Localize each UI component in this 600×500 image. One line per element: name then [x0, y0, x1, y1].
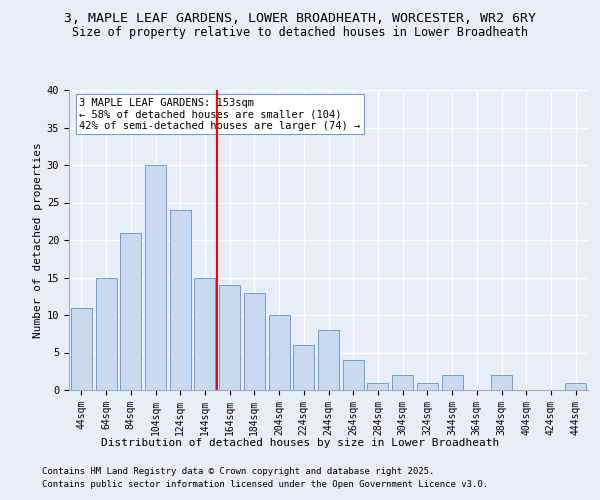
Text: 3 MAPLE LEAF GARDENS: 153sqm
← 58% of detached houses are smaller (104)
42% of s: 3 MAPLE LEAF GARDENS: 153sqm ← 58% of de… — [79, 98, 361, 130]
Y-axis label: Number of detached properties: Number of detached properties — [32, 142, 43, 338]
Bar — [343, 360, 364, 390]
Text: Size of property relative to detached houses in Lower Broadheath: Size of property relative to detached ho… — [72, 26, 528, 39]
Bar — [120, 232, 141, 390]
Bar — [145, 165, 166, 390]
Text: Contains HM Land Registry data © Crown copyright and database right 2025.: Contains HM Land Registry data © Crown c… — [42, 467, 434, 476]
Bar — [417, 382, 438, 390]
Text: 3, MAPLE LEAF GARDENS, LOWER BROADHEATH, WORCESTER, WR2 6RY: 3, MAPLE LEAF GARDENS, LOWER BROADHEATH,… — [64, 12, 536, 26]
Bar — [170, 210, 191, 390]
Bar — [367, 382, 388, 390]
Bar — [269, 315, 290, 390]
Text: Contains public sector information licensed under the Open Government Licence v3: Contains public sector information licen… — [42, 480, 488, 489]
Bar — [392, 375, 413, 390]
Bar — [293, 345, 314, 390]
Bar — [244, 292, 265, 390]
Bar — [442, 375, 463, 390]
Bar — [95, 278, 116, 390]
Bar — [71, 308, 92, 390]
Bar — [219, 285, 240, 390]
Bar — [318, 330, 339, 390]
Bar — [565, 382, 586, 390]
Bar — [491, 375, 512, 390]
Bar — [194, 278, 215, 390]
Text: Distribution of detached houses by size in Lower Broadheath: Distribution of detached houses by size … — [101, 438, 499, 448]
